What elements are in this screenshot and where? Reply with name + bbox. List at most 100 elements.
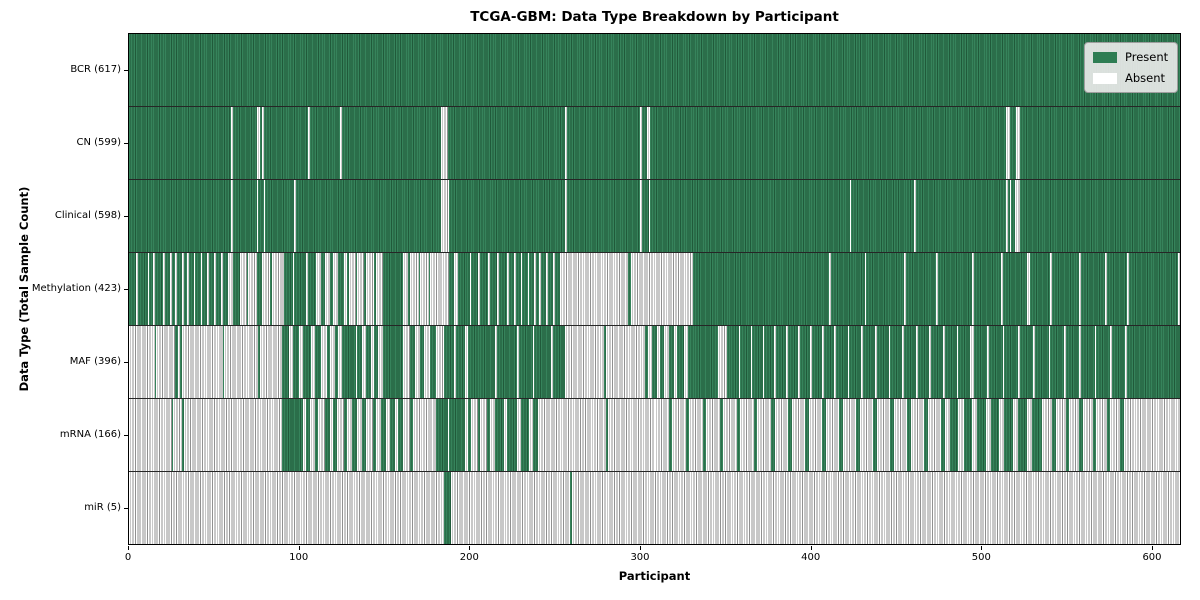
present-segment (566, 180, 640, 252)
absent-segment (248, 253, 257, 325)
present-segment (534, 326, 552, 398)
present-segment (949, 399, 959, 471)
present-segment (776, 326, 787, 398)
absent-segment (420, 253, 429, 325)
absent-segment (1064, 326, 1066, 398)
absent-segment (488, 253, 491, 325)
absent-segment (1041, 399, 1053, 471)
absent-segment (774, 326, 777, 398)
absent-segment (263, 180, 266, 252)
absent-segment (517, 399, 521, 471)
present-segment (890, 326, 903, 398)
present-segment (958, 326, 971, 398)
absent-segment (464, 399, 468, 471)
present-segment (839, 399, 843, 471)
absent-segment (936, 253, 938, 325)
present-segment (536, 253, 540, 325)
present-segment (195, 253, 201, 325)
absent-segment (1026, 399, 1032, 471)
present-segment (188, 253, 194, 325)
absent-segment (173, 399, 182, 471)
absent-segment (348, 253, 356, 325)
present-segment (365, 326, 371, 398)
present-segment (410, 326, 416, 398)
x-tick-label-500: 500 (971, 552, 991, 563)
absent-segment (1001, 253, 1003, 325)
present-segment (389, 399, 395, 471)
absent-segment (135, 253, 138, 325)
absent-segment (357, 399, 363, 471)
present-segment (941, 399, 945, 471)
present-segment (702, 399, 707, 471)
present-segment (1002, 253, 1027, 325)
present-segment (478, 399, 480, 471)
present-segment (529, 253, 535, 325)
present-segment (292, 326, 300, 398)
present-segment (137, 253, 148, 325)
present-segment (989, 326, 1003, 398)
absent-segment (672, 399, 686, 471)
absent-segment (272, 253, 284, 325)
present-segment (382, 253, 404, 325)
present-segment (408, 253, 411, 325)
x-tick-mark (639, 546, 641, 550)
present-segment (1009, 107, 1017, 179)
absent-segment (706, 399, 720, 471)
absent-segment (450, 472, 571, 544)
present-segment (410, 399, 414, 471)
x-tick-label-400: 400 (801, 552, 821, 563)
absent-segment (718, 326, 727, 398)
absent-segment (876, 399, 891, 471)
absent-segment (1050, 253, 1053, 325)
absent-segment (299, 326, 303, 398)
absent-segment (829, 253, 831, 325)
present-segment (306, 399, 310, 471)
present-segment (171, 253, 175, 325)
absent-segment (859, 399, 874, 471)
absent-segment (231, 107, 233, 179)
present-segment (1052, 399, 1056, 471)
present-segment (209, 253, 215, 325)
present-segment (554, 253, 560, 325)
absent-segment (1033, 326, 1036, 398)
present-segment (374, 326, 378, 398)
absent-segment (1123, 399, 1134, 471)
absent-segment (309, 399, 315, 471)
absent-segment (834, 326, 836, 398)
present-segment (444, 326, 455, 398)
absent-segment (200, 253, 203, 325)
row-bcr (129, 34, 1180, 106)
present-segment (335, 326, 339, 398)
present-segment (1128, 253, 1179, 325)
absent-segment (927, 399, 942, 471)
absent-segment (723, 399, 738, 471)
x-tick-label-300: 300 (630, 552, 650, 563)
present-segment (435, 399, 448, 471)
absent-segment (1110, 399, 1121, 471)
present-segment (547, 253, 554, 325)
row-maf (129, 325, 1180, 398)
absent-segment (129, 326, 155, 398)
present-segment (931, 326, 944, 398)
present-segment (372, 399, 376, 471)
absent-segment (571, 472, 1180, 544)
present-segment (420, 326, 424, 398)
absent-segment (1104, 253, 1107, 325)
present-segment (164, 253, 170, 325)
x-tick-mark (469, 546, 471, 550)
y-tick-mark (124, 435, 128, 437)
x-tick-mark (298, 546, 300, 550)
present-segment (520, 399, 530, 471)
present-segment (754, 399, 758, 471)
present-segment (129, 180, 232, 252)
legend: Present Absent (1084, 42, 1178, 93)
present-segment (1120, 399, 1124, 471)
present-segment (973, 326, 988, 398)
absent-segment (423, 326, 431, 398)
absent-segment (163, 253, 165, 325)
absent-segment (490, 399, 496, 471)
absent-segment (1016, 107, 1020, 179)
present-segment (805, 399, 809, 471)
absent-segment (507, 253, 509, 325)
present-segment (1004, 326, 1019, 398)
